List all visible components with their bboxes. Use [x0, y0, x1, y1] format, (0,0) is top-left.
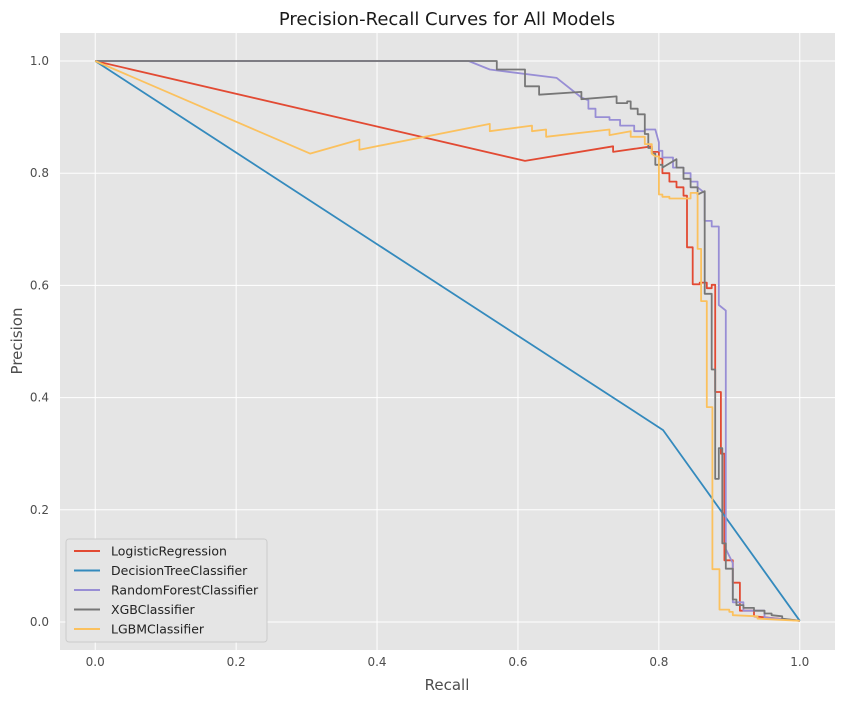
legend: LogisticRegression DecisionTreeClassifier… — [65, 538, 268, 643]
grid-lines — [60, 33, 835, 650]
y-tick-label: 0.6 — [30, 278, 49, 292]
x-tick-label: 0.6 — [508, 655, 527, 669]
series-line-randomforestclassifier — [95, 60, 800, 622]
x-tick-label: 1.0 — [790, 655, 809, 669]
x-tick-label: 0.4 — [367, 655, 386, 669]
series-line-logisticregression — [94, 60, 800, 622]
y-axis-label: Precision — [8, 308, 26, 375]
legend-label-randomforestclassifier: RandomForestClassifier — [111, 583, 259, 598]
y-tick-label: 0.8 — [30, 166, 49, 180]
x-tick-label: 0.0 — [86, 655, 105, 669]
y-tick-labels: 0.0 0.2 0.4 0.6 0.8 1.0 — [30, 54, 49, 629]
legend-label-xgbclassifier: XGBClassifier — [111, 602, 196, 617]
series-line-decisiontreeclassifier — [94, 60, 801, 622]
x-tick-label: 0.2 — [227, 655, 246, 669]
series-line-xgbclassifier — [95, 60, 800, 622]
x-tick-labels: 0.0 0.2 0.4 0.6 0.8 1.0 — [86, 655, 810, 669]
legend-label-decisiontreeclassifier: DecisionTreeClassifier — [111, 563, 248, 578]
y-tick-label: 1.0 — [30, 54, 49, 68]
series-lines — [94, 60, 801, 622]
series-line-lgbmclassifier — [94, 60, 800, 622]
legend-box — [65, 538, 268, 643]
y-tick-label: 0.4 — [30, 391, 49, 405]
legend-label-logisticregression: LogisticRegression — [111, 544, 227, 559]
x-tick-label: 0.8 — [649, 655, 668, 669]
x-axis-label: Recall — [425, 676, 470, 694]
legend-label-lgbmclassifier: LGBMClassifier — [111, 622, 205, 637]
y-tick-label: 0.0 — [30, 615, 49, 629]
chart-title: Precision-Recall Curves for All Models — [279, 9, 615, 30]
y-tick-label: 0.2 — [30, 503, 49, 517]
